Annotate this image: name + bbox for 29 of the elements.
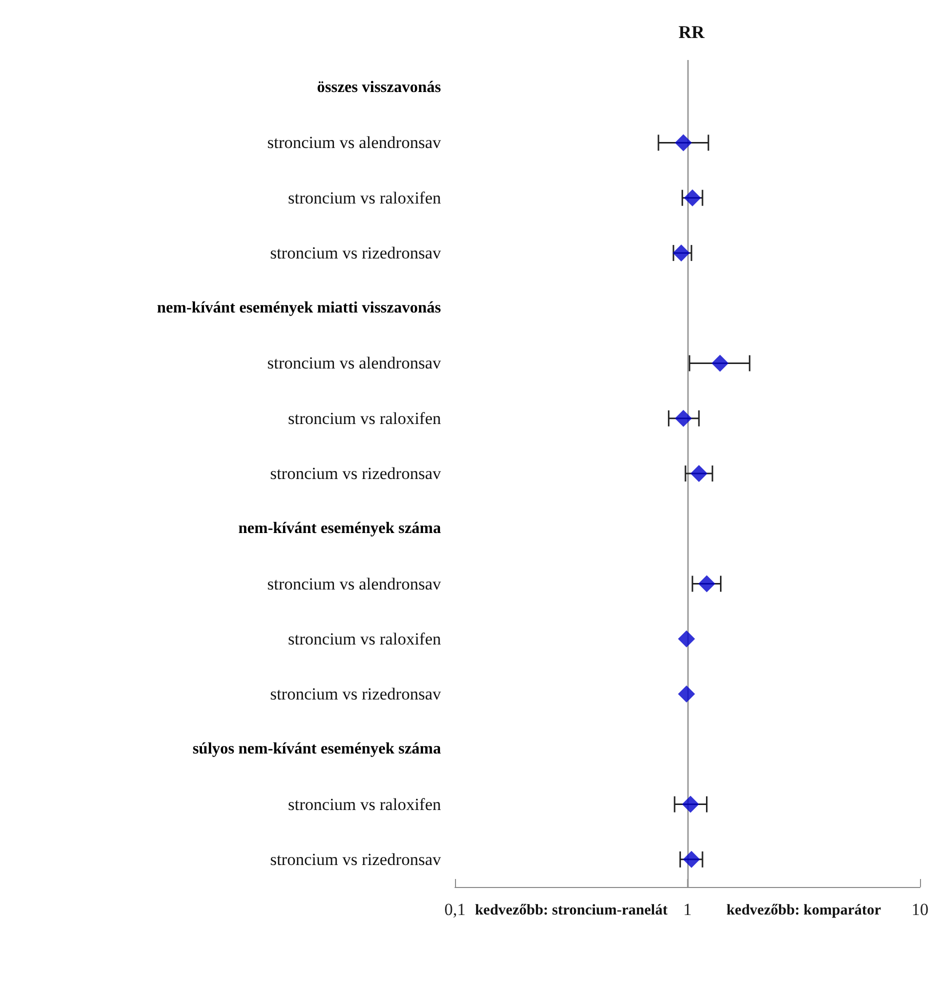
point [674,410,692,427]
y-tick-label: nem-kívánt események száma [238,520,441,538]
y-tick-label: nem-kívánt események miatti visszavonás [157,300,441,317]
y-tick-label: súlyos nem-kívánt események száma [192,740,441,758]
y-tick-label: stroncium vs rizedronsav [270,684,442,704]
text: kedvezőbb: stroncium-ranelát [474,902,668,918]
y-tick-label: stroncium vs rizedronsav [270,464,442,483]
x-tick-label: 0,1 [444,900,466,919]
x-tick-label: 10 [912,900,928,919]
point [682,850,700,868]
chart-title: RR [678,22,706,42]
y-tick-label: összes visszavonás [316,79,441,96]
point [690,465,708,482]
y-tick-label: stroncium vs rizedronsav [270,850,442,869]
x-tick-label: 1 [683,900,692,919]
point [678,630,695,648]
y-tick-label: stroncium vs alendronsav [267,133,442,152]
y-tick-label: stroncium vs alendronsav [267,354,442,373]
text: kedvezőbb: komparátor [726,902,882,918]
y-tick-label: stroncium vs raloxifen [288,629,442,648]
point [674,134,692,152]
y-tick-label: stroncium vs alendronsav [267,574,442,594]
point [678,686,695,703]
point [698,575,716,592]
y-tick-label: stroncium vs raloxifen [288,408,442,428]
y-tick-label: stroncium vs rizedronsav [270,243,442,262]
point [682,796,699,813]
y-tick-label: stroncium vs raloxifen [288,794,442,814]
y-tick-label: stroncium vs raloxifen [288,188,442,208]
